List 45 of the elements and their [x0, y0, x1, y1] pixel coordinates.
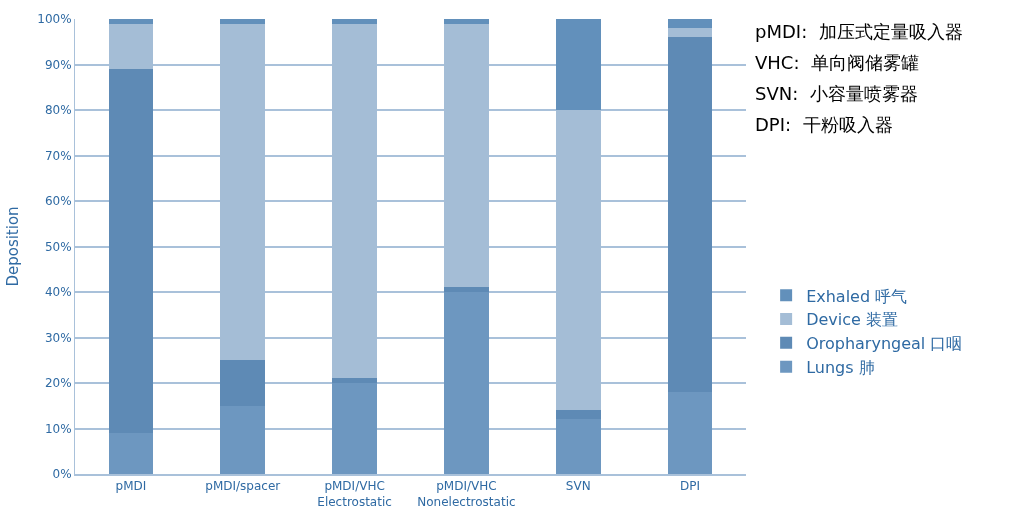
text: VHC: 单向阀储雾罐 [755, 52, 919, 73]
x-tick-label: DPI [680, 479, 701, 494]
bar [108, 19, 154, 24]
bar [332, 19, 377, 24]
y-tick-label: 90% [44, 57, 72, 72]
x-tick-label: pMDI/VHC Nonelectrostatic [417, 479, 516, 509]
bar [108, 433, 154, 474]
bar [444, 287, 489, 292]
bar [555, 19, 601, 110]
legend-label: Exhaled 呼气 [806, 286, 908, 306]
bar [444, 292, 489, 474]
y-tick-label: 10% [44, 421, 72, 436]
bar [108, 69, 154, 434]
bar [444, 19, 489, 24]
y-tick-label: 100% [37, 12, 72, 27]
x-tick-label: pMDI/VHC Electrostatic [317, 479, 392, 509]
legend-label: Lungs 肺 [806, 357, 875, 377]
bar [220, 360, 266, 406]
bar [555, 410, 601, 420]
legend-label: Device 装置 [806, 310, 898, 330]
legend-label: Oropharyngeal 口咽 [806, 334, 963, 354]
y-tick-label: 50% [44, 239, 72, 254]
x-tick-label: pMDI [115, 479, 147, 494]
text: DPI: 干粉吸入器 [755, 114, 893, 135]
y-axis-title: Deposition [3, 206, 22, 287]
bar [667, 392, 713, 474]
y-tick-label: 40% [44, 285, 72, 300]
bar [555, 419, 601, 474]
bar [667, 28, 713, 38]
x-tick-label: SVN [565, 479, 591, 494]
text: pMDI: 加压式定量吸入器 [755, 21, 963, 42]
bar [332, 383, 377, 474]
bar [332, 378, 377, 383]
y-tick-label: 80% [44, 103, 72, 118]
y-tick-label: 30% [44, 330, 72, 345]
y-tick-label: 20% [44, 376, 72, 391]
y-tick-label: 70% [44, 148, 72, 163]
x-tick-label: pMDI/spacer [205, 479, 281, 494]
bar [220, 19, 266, 24]
bar [667, 19, 713, 29]
text: SVN: 小容量喷雾器 [755, 83, 918, 104]
y-tick-label: 60% [44, 194, 72, 209]
bar [667, 37, 713, 393]
bar [220, 405, 266, 474]
y-tick-label: 0% [52, 467, 72, 482]
